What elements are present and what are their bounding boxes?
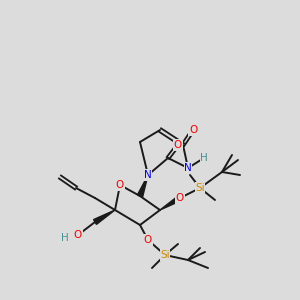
Text: O: O (74, 230, 82, 240)
Text: O: O (116, 180, 124, 190)
Text: N: N (144, 170, 152, 180)
Text: O: O (189, 125, 197, 135)
Text: N: N (184, 163, 192, 173)
Text: O: O (176, 193, 184, 203)
Text: Si: Si (160, 250, 170, 260)
Text: O: O (174, 140, 182, 150)
Polygon shape (160, 196, 182, 210)
Polygon shape (94, 210, 115, 224)
Text: O: O (144, 235, 152, 245)
Text: H: H (61, 233, 69, 243)
Text: H: H (200, 153, 208, 163)
Text: Si: Si (195, 183, 205, 193)
Polygon shape (137, 175, 148, 197)
